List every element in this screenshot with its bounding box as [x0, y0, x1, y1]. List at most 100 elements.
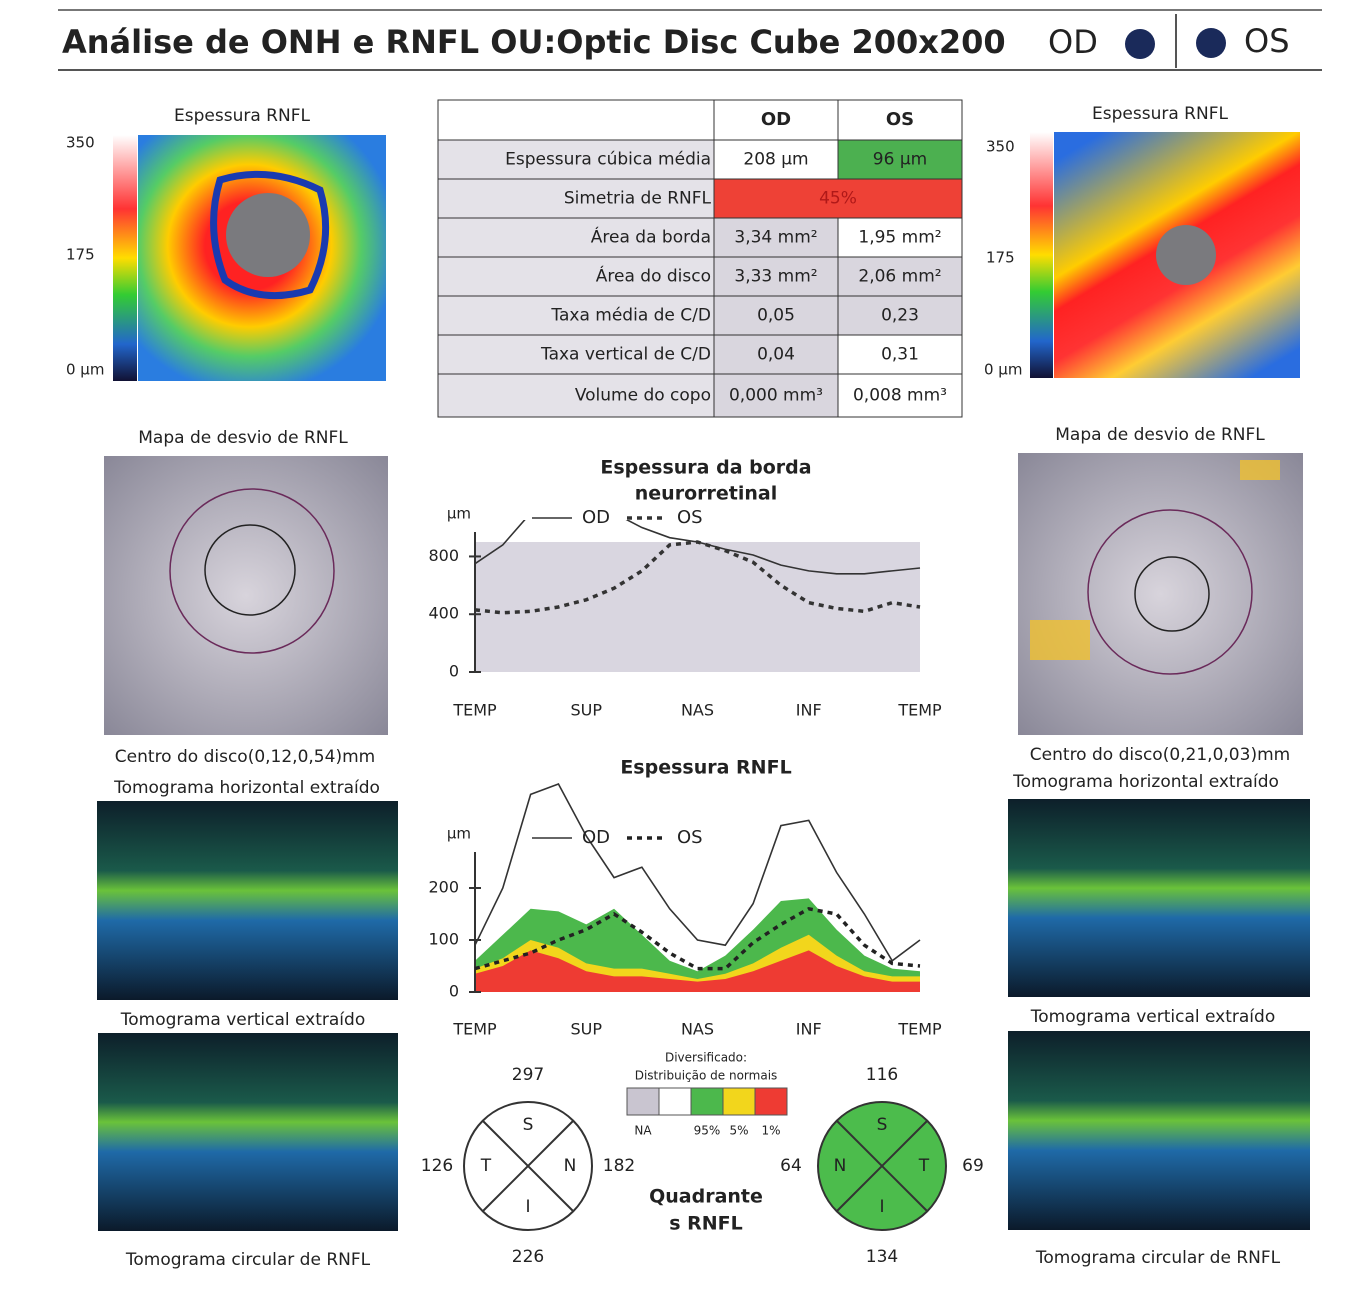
table-header-cell: [438, 100, 714, 140]
deviation-area: [1240, 460, 1280, 480]
report: Análise de ONH e RNFL OU:Optic Disc Cube…: [0, 0, 1362, 1310]
optic-disc: [1156, 225, 1216, 285]
y-tick-label: 400: [428, 604, 459, 623]
y-axis-label: µm: [447, 825, 471, 843]
scale-label: 350: [986, 138, 1015, 156]
legend-box: [755, 1088, 787, 1115]
tomogram-image: [1008, 1031, 1310, 1230]
chart-title: Espessura RNFL: [620, 757, 791, 779]
quadrant-title: Quadrante: [649, 1186, 763, 1208]
scale-label: 175: [986, 249, 1015, 267]
tomogram-label: Tomograma circular de RNFL: [1035, 1248, 1281, 1268]
legend-title: Diversificado:: [665, 1051, 747, 1065]
scale-label: 350: [66, 134, 95, 152]
y-tick-label: 0: [449, 662, 459, 681]
table-cell-text: Área da borda: [591, 226, 711, 248]
quadrant-value: 182: [603, 1156, 635, 1176]
y-tick-label: 0: [449, 982, 459, 1001]
os-dot: [1196, 28, 1226, 58]
y-tick-label: 200: [428, 878, 459, 897]
legend-item-label: 5%: [729, 1124, 748, 1138]
colorbar: [113, 135, 137, 381]
legend-label: OS: [677, 827, 703, 848]
quadrant-value: 126: [421, 1156, 453, 1176]
table-cell-text: Área do disco: [596, 265, 711, 287]
disc-center: Centro do disco(0,21,0,03)mm: [1030, 745, 1290, 765]
quadrant-value: 134: [866, 1247, 898, 1267]
x-tick-label: INF: [796, 1020, 822, 1039]
deviation-title: Mapa de desvio de RNFL: [138, 428, 348, 448]
x-tick-label: INF: [796, 701, 822, 720]
y-axis-label: µm: [447, 505, 471, 523]
quadrant-value: 226: [512, 1247, 544, 1267]
legend-box: [627, 1088, 659, 1115]
legend-item-label: 95%: [694, 1124, 721, 1138]
x-tick-label: NAS: [681, 1020, 714, 1039]
table-cell-text: 45%: [819, 189, 857, 209]
table-cell-text: Simetria de RNFL: [564, 189, 712, 209]
table-cell-text: 96 µm: [873, 150, 927, 170]
x-tick-label: TEMP: [897, 701, 942, 720]
x-tick-label: SUP: [570, 1020, 602, 1039]
tomogram-label: Tomograma horizontal extraído: [113, 778, 380, 798]
legend-item-label: 1%: [761, 1124, 780, 1138]
legend-item-label: NA: [634, 1124, 652, 1138]
legend-label: OS: [677, 507, 703, 528]
tomogram-label: Tomograma circular de RNFL: [125, 1250, 371, 1270]
tomogram-label: Tomograma horizontal extraído: [1012, 772, 1279, 792]
quadrant-value: 297: [512, 1065, 544, 1085]
table-cell-text: OS: [886, 109, 914, 130]
legend-label: OD: [582, 827, 610, 848]
quadrant-letter: S: [877, 1115, 888, 1135]
deviation-map: [104, 456, 388, 735]
deviation-title: Mapa de desvio de RNFL: [1055, 425, 1265, 445]
legend-box: [723, 1088, 755, 1115]
table-cell-text: 3,33 mm²: [734, 267, 817, 287]
table-cell-text: Volume do copo: [575, 386, 711, 406]
disc-center: Centro do disco(0,12,0,54)mm: [115, 747, 375, 767]
legend-box: [691, 1088, 723, 1115]
quadrant-letter: N: [834, 1156, 847, 1176]
table-cell-text: 2,06 mm²: [858, 267, 941, 287]
chart-title: Espessura da borda: [600, 457, 811, 479]
tomogram-image: [97, 801, 398, 1000]
thickness-title: Espessura RNFL: [174, 106, 310, 126]
y-tick-label: 100: [428, 930, 459, 949]
quadrant-letter: I: [879, 1197, 884, 1217]
scale-label: 0 µm: [66, 361, 104, 379]
table-cell-text: 0,000 mm³: [729, 386, 823, 406]
table-cell-text: Taxa vertical de C/D: [540, 345, 711, 365]
table-cell-text: 0,23: [881, 306, 919, 326]
table-cell-text: 1,95 mm²: [858, 228, 941, 248]
table-cell-text: 208 µm: [743, 150, 808, 170]
quadrant-letter: I: [525, 1197, 530, 1217]
table-cell-text: OD: [761, 109, 791, 130]
table-cell-text: 3,34 mm²: [734, 228, 817, 248]
legend-box: [659, 1088, 691, 1115]
x-tick-label: TEMP: [452, 1020, 497, 1039]
od-label: OD: [1048, 23, 1098, 61]
quadrant-letter: S: [523, 1115, 534, 1135]
table-cell-text: Espessura cúbica média: [505, 150, 711, 170]
quadrant-letter: T: [480, 1156, 492, 1176]
os-label: OS: [1244, 22, 1290, 60]
thickness-title: Espessura RNFL: [1092, 104, 1228, 124]
deviation-map: [1018, 453, 1303, 735]
legend-label: OD: [582, 507, 610, 528]
y-tick-label: 800: [428, 546, 459, 565]
x-tick-label: SUP: [570, 701, 602, 720]
colorbar: [1030, 132, 1053, 378]
x-tick-label: NAS: [681, 701, 714, 720]
quadrant-value: 69: [962, 1156, 984, 1176]
table-cell-text: Taxa média de C/D: [550, 306, 711, 326]
optic-disc: [226, 193, 310, 277]
tomogram-label: Tomograma vertical extraído: [1030, 1007, 1275, 1027]
quadrant-letter: N: [564, 1156, 577, 1176]
table-cell-text: 0,31: [881, 345, 919, 365]
report-title: Análise de ONH e RNFL OU:Optic Disc Cube…: [62, 23, 1006, 61]
quadrant-title: s RNFL: [669, 1213, 743, 1235]
tomogram-label: Tomograma vertical extraído: [120, 1010, 365, 1030]
plot-background: [475, 542, 920, 672]
scale-label: 0 µm: [984, 361, 1022, 379]
x-tick-label: TEMP: [897, 1020, 942, 1039]
